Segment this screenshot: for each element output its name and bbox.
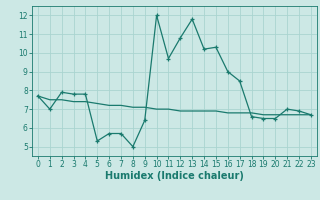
- X-axis label: Humidex (Indice chaleur): Humidex (Indice chaleur): [105, 171, 244, 181]
